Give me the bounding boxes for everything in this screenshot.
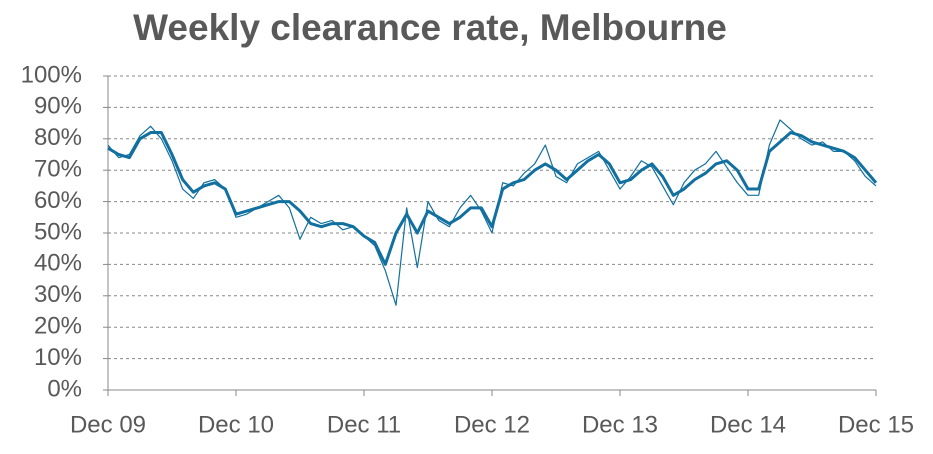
y-tick-label: 0% xyxy=(47,375,82,402)
y-tick-label: 20% xyxy=(34,313,82,340)
y-tick-label: 10% xyxy=(34,344,82,371)
series-line xyxy=(107,131,878,266)
series-line xyxy=(107,119,877,306)
chart-title: Weekly clearance rate, Melbourne xyxy=(133,7,727,48)
x-tick-label: Dec 14 xyxy=(710,411,786,438)
y-tick-label: 40% xyxy=(34,250,82,277)
y-tick-label: 70% xyxy=(34,156,82,183)
x-tick-label: Dec 10 xyxy=(198,411,274,438)
y-tick-label: 60% xyxy=(34,187,82,214)
y-tick-label: 80% xyxy=(34,124,82,151)
x-tick-label: Dec 12 xyxy=(454,411,530,438)
x-tick-label: Dec 11 xyxy=(327,411,401,438)
x-tick-label: Dec 09 xyxy=(70,411,146,438)
x-tick-label: Dec 13 xyxy=(582,411,658,438)
y-tick-label: 100% xyxy=(21,61,82,88)
y-tick-label: 30% xyxy=(34,281,82,308)
y-tick-label: 50% xyxy=(34,218,82,245)
x-tick-label: Dec 15 xyxy=(838,411,914,438)
y-tick-label: 90% xyxy=(34,93,82,120)
